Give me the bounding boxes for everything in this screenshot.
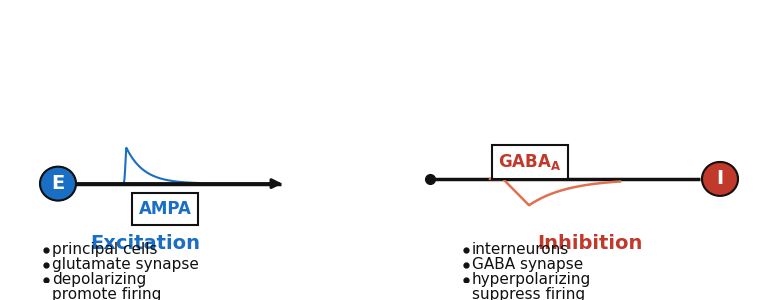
Text: E: E (51, 174, 65, 193)
Text: promote firing: promote firing (52, 287, 161, 300)
Text: I: I (717, 169, 723, 188)
Text: AMPA: AMPA (138, 200, 191, 218)
Circle shape (702, 162, 738, 196)
Text: Inhibition: Inhibition (538, 233, 643, 253)
Text: glutamate synapse: glutamate synapse (52, 257, 199, 272)
Text: interneurons: interneurons (472, 242, 569, 257)
Text: Excitation: Excitation (90, 233, 200, 253)
Text: GABA$_\mathregular{A}$: GABA$_\mathregular{A}$ (498, 152, 561, 172)
Text: GABA synapse: GABA synapse (472, 257, 583, 272)
Circle shape (40, 167, 76, 201)
Text: suppress firing: suppress firing (472, 287, 585, 300)
Text: depolarizing: depolarizing (52, 272, 146, 287)
Text: principal cells: principal cells (52, 242, 157, 257)
Text: hyperpolarizing: hyperpolarizing (472, 272, 591, 287)
